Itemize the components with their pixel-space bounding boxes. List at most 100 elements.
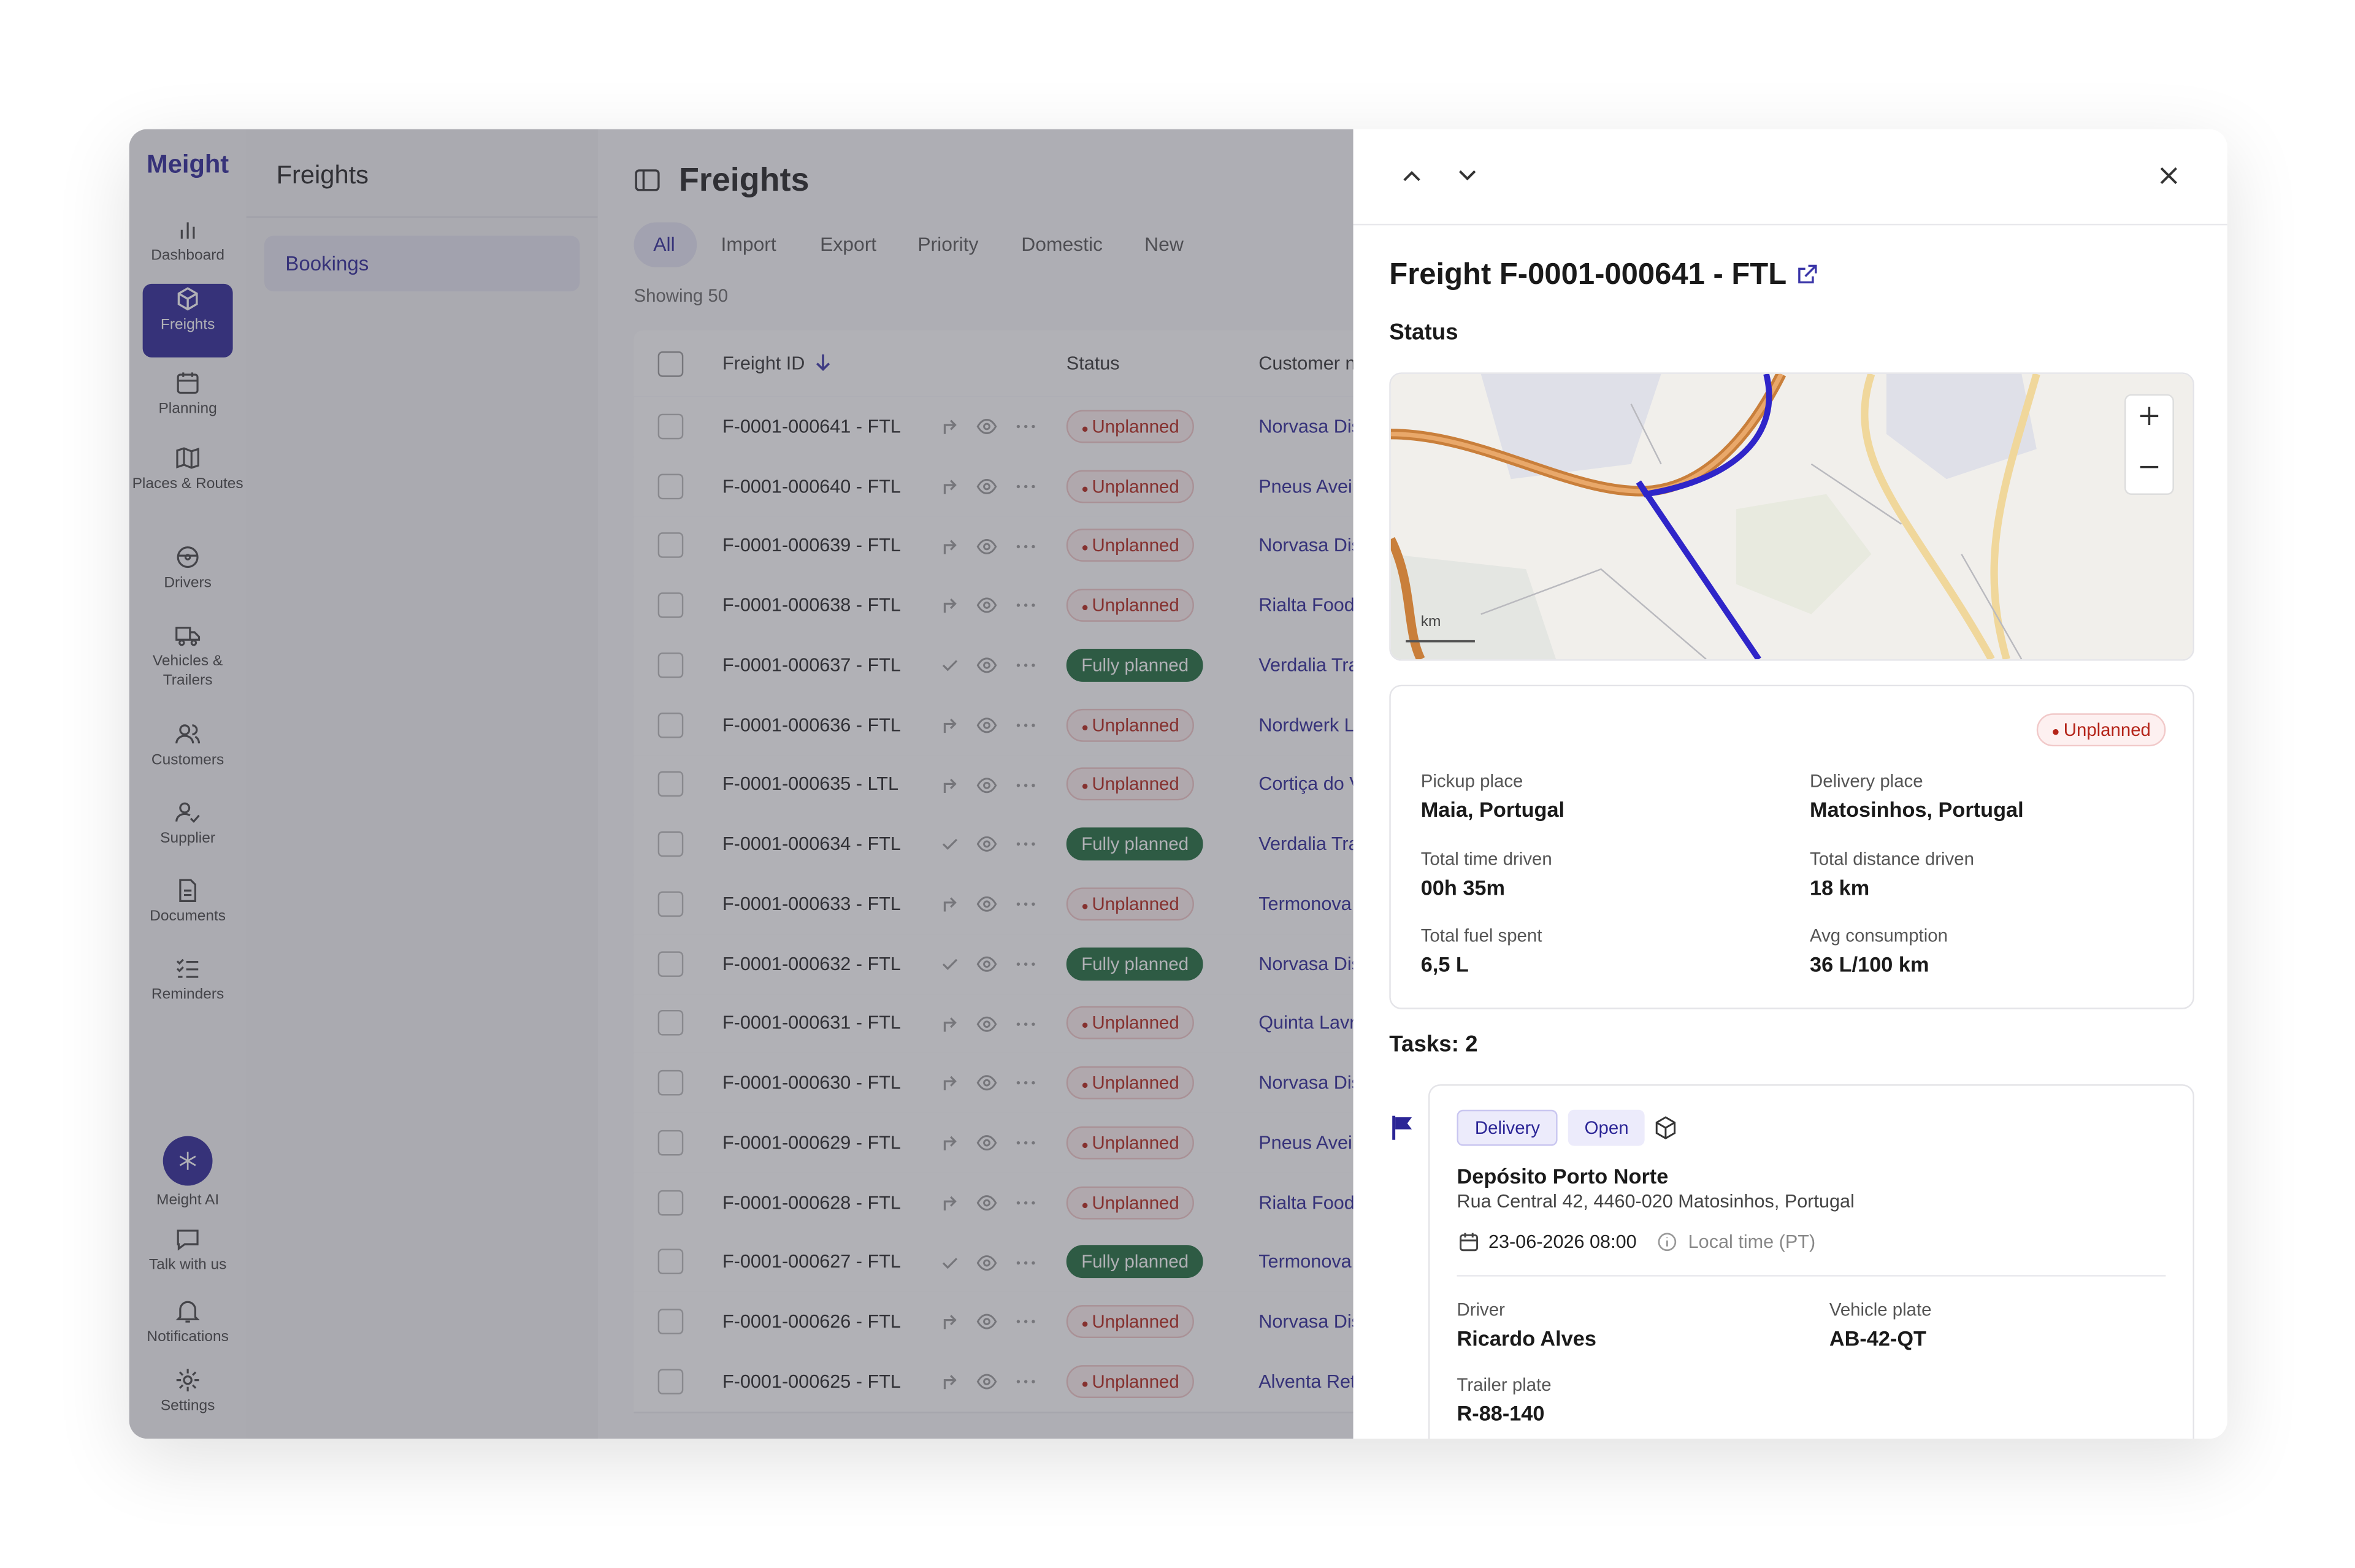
customer-link[interactable]: Verdalia Tra [1258, 833, 1354, 855]
map[interactable]: km [1389, 372, 2194, 661]
nav-label[interactable]: Places & Routes [132, 476, 243, 493]
customer-link[interactable]: Norvasa Dis [1258, 416, 1354, 437]
nav-label[interactable]: Talk with us [148, 1256, 227, 1274]
row-checkbox[interactable] [657, 831, 684, 857]
freight-id[interactable]: F-0001-000641 - FTL [722, 416, 901, 437]
customer-link[interactable]: Norvasa Dis [1258, 953, 1354, 974]
nav-label[interactable]: Notifications [147, 1329, 229, 1346]
customer-link[interactable]: Verdalia Tra [1258, 654, 1354, 676]
freight-id[interactable]: F-0001-000631 - FTL [722, 1012, 901, 1034]
customer-link[interactable]: Pneus Avei [1258, 1132, 1352, 1153]
next-button[interactable] [1455, 165, 1479, 186]
customer-link[interactable]: Pneus Avei [1258, 475, 1352, 497]
row-checkbox[interactable] [657, 652, 684, 678]
row-checkbox[interactable] [657, 533, 684, 559]
freight-id[interactable]: F-0001-000640 - FTL [722, 475, 901, 497]
table-row[interactable]: F-0001-000638 - FTL ● Unplanned Rialta Foo… [634, 575, 1354, 637]
table-row[interactable]: F-0001-000630 - FTL ● Unplanned Norvasa Di… [634, 1053, 1354, 1115]
freight-id[interactable]: F-0001-000636 - FTL [722, 714, 901, 736]
sort-icon[interactable] [814, 351, 832, 372]
freight-id[interactable]: F-0001-000633 - FTL [722, 893, 901, 915]
row-checkbox[interactable] [657, 1309, 684, 1335]
customer-link[interactable]: Cortiça do V [1258, 774, 1354, 795]
prev-button[interactable] [1400, 165, 1423, 186]
table-row[interactable]: F-0001-000632 - FTL Fully planned Norvasa … [634, 933, 1354, 995]
freight-id[interactable]: F-0001-000635 - LTL [722, 774, 898, 795]
nav-label[interactable]: Dashboard [151, 248, 225, 265]
column-header[interactable]: Customer n [1258, 353, 1354, 374]
zoom-control[interactable] [2124, 394, 2174, 495]
table-row[interactable]: F-0001-000633 - FTL ● Unplanned Termonova [634, 874, 1354, 936]
sidebar-item[interactable]: Bookings [285, 252, 369, 275]
nav-label[interactable]: Supplier [160, 830, 216, 847]
open-external[interactable] [1795, 263, 1819, 287]
row-checkbox[interactable] [657, 712, 684, 738]
tab-active-bg[interactable] [634, 222, 697, 267]
tab[interactable]: Domestic [1021, 232, 1103, 256]
tab[interactable]: Import [721, 232, 776, 256]
nav-label[interactable]: Vehicles & Trailers [152, 653, 223, 689]
tab[interactable]: Export [820, 232, 877, 256]
sidebar-item-bg[interactable] [264, 235, 580, 292]
row-checkbox[interactable] [657, 891, 684, 917]
row-checkbox[interactable] [657, 950, 684, 977]
customer-link[interactable]: Rialta Food [1258, 1191, 1354, 1213]
nav-label[interactable]: Customers [151, 752, 224, 769]
customer-link[interactable]: Norvasa Dis [1258, 1072, 1354, 1094]
freight-id[interactable]: F-0001-000625 - FTL [722, 1371, 901, 1392]
table-row[interactable]: F-0001-000641 - FTL ● Unplanned Norvasa Di… [634, 396, 1354, 458]
customer-link[interactable]: Alventa Ret [1258, 1371, 1354, 1392]
customer-link[interactable]: Termonova [1258, 893, 1352, 915]
row-checkbox[interactable] [657, 1070, 684, 1096]
row-checkbox[interactable] [657, 1249, 684, 1275]
customer-link[interactable]: Rialta Food [1258, 595, 1354, 616]
tab[interactable]: Priority [917, 232, 979, 256]
select-all[interactable] [657, 351, 684, 377]
row-checkbox[interactable] [657, 592, 684, 619]
column-header[interactable]: Status [1066, 353, 1120, 374]
customer-link[interactable]: Quinta Lavr [1258, 1012, 1354, 1034]
freight-id[interactable]: F-0001-000637 - FTL [722, 654, 901, 676]
tab[interactable]: All [653, 232, 675, 256]
nav-label[interactable]: Planning [158, 400, 217, 418]
table-row[interactable]: F-0001-000634 - FTL Fully planned Verdalia… [634, 814, 1354, 876]
freight-id[interactable]: F-0001-000626 - FTL [722, 1311, 901, 1333]
row-checkbox[interactable] [657, 771, 684, 798]
freight-id[interactable]: F-0001-000639 - FTL [722, 535, 901, 557]
nav-label[interactable]: Freights [160, 316, 215, 334]
row-checkbox[interactable] [657, 1189, 684, 1215]
table-row[interactable]: F-0001-000625 - FTL ● Unplanned Alventa Re… [634, 1352, 1354, 1413]
customer-link[interactable]: Nordwerk L [1258, 714, 1354, 736]
row-checkbox[interactable] [657, 473, 684, 499]
freight-id[interactable]: F-0001-000628 - FTL [722, 1191, 901, 1213]
nav-label[interactable]: Meight AI [156, 1192, 220, 1209]
tab[interactable]: New [1144, 232, 1184, 256]
row-checkbox[interactable] [657, 1368, 684, 1394]
table-row[interactable]: F-0001-000631 - FTL ● Unplanned Quinta Lav… [634, 993, 1354, 1055]
table-row[interactable]: F-0001-000627 - FTL Fully planned Termonov… [634, 1232, 1354, 1294]
customer-link[interactable]: Norvasa Dis [1258, 535, 1354, 557]
row-checkbox[interactable] [657, 1010, 684, 1036]
nav-label[interactable]: Documents [150, 908, 226, 925]
table-row[interactable]: F-0001-000629 - FTL ● Unplanned Pneus Avei [634, 1112, 1354, 1174]
table-row[interactable]: F-0001-000635 - LTL ● Unplanned Cortiça do… [634, 754, 1354, 816]
nav-active-bg[interactable] [142, 283, 233, 358]
nav-label[interactable]: Drivers [164, 575, 212, 592]
table-row[interactable]: F-0001-000639 - FTL ● Unplanned Norvasa Di… [634, 516, 1354, 578]
freight-id[interactable]: F-0001-000627 - FTL [722, 1251, 901, 1273]
freight-id[interactable]: F-0001-000630 - FTL [722, 1072, 901, 1094]
overlay[interactable] [129, 129, 1354, 1439]
row-checkbox[interactable] [657, 413, 684, 440]
nav-label[interactable]: Reminders [151, 986, 224, 1003]
table-row[interactable]: F-0001-000637 - FTL Fully planned Verdalia… [634, 635, 1354, 697]
close-button[interactable] [2157, 164, 2181, 188]
customer-link[interactable]: Norvasa Dis [1258, 1311, 1354, 1333]
freight-id[interactable]: F-0001-000634 - FTL [722, 833, 901, 855]
nav-label[interactable]: Settings [160, 1398, 215, 1415]
customer-link[interactable]: Termonova [1258, 1251, 1352, 1273]
table-row[interactable]: F-0001-000640 - FTL ● Unplanned Pneus Avei [634, 456, 1354, 518]
sidebar-toggle[interactable] [634, 167, 661, 194]
table-row[interactable]: F-0001-000626 - FTL ● Unplanned Norvasa Di… [634, 1291, 1354, 1353]
freight-id[interactable]: F-0001-000629 - FTL [722, 1132, 901, 1153]
freight-id[interactable]: F-0001-000632 - FTL [722, 953, 901, 974]
